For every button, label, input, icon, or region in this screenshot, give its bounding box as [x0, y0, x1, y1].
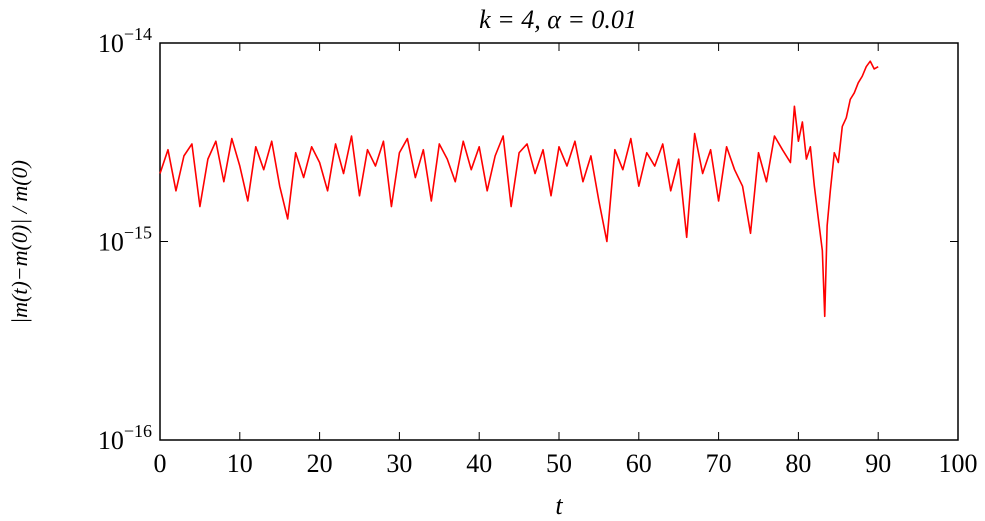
y-tick-label: 10−14 — [98, 24, 152, 58]
data-line — [159, 60, 879, 318]
x-tick-label: 20 — [307, 449, 333, 478]
x-tick-label: 30 — [386, 449, 412, 478]
x-tick-label: 90 — [865, 449, 891, 478]
x-tick-label: 80 — [785, 449, 811, 478]
x-tick-label: 40 — [466, 449, 492, 478]
x-tick-label: 70 — [706, 449, 732, 478]
x-tick-label: 10 — [227, 449, 253, 478]
y-tick-label: 10−16 — [98, 421, 152, 455]
chart-title: k = 4, α = 0.01 — [479, 5, 637, 34]
y-tick-label: 10−15 — [98, 223, 152, 257]
y-axis-label: |m(t)−m(0)| / m(0) — [7, 160, 32, 324]
x-tick-label: 60 — [626, 449, 652, 478]
x-tick-label: 0 — [154, 449, 167, 478]
x-tick-label: 100 — [939, 449, 978, 478]
x-axis-label: t — [555, 491, 563, 520]
plot-frame — [159, 42, 959, 441]
x-tick-label: 50 — [546, 449, 572, 478]
